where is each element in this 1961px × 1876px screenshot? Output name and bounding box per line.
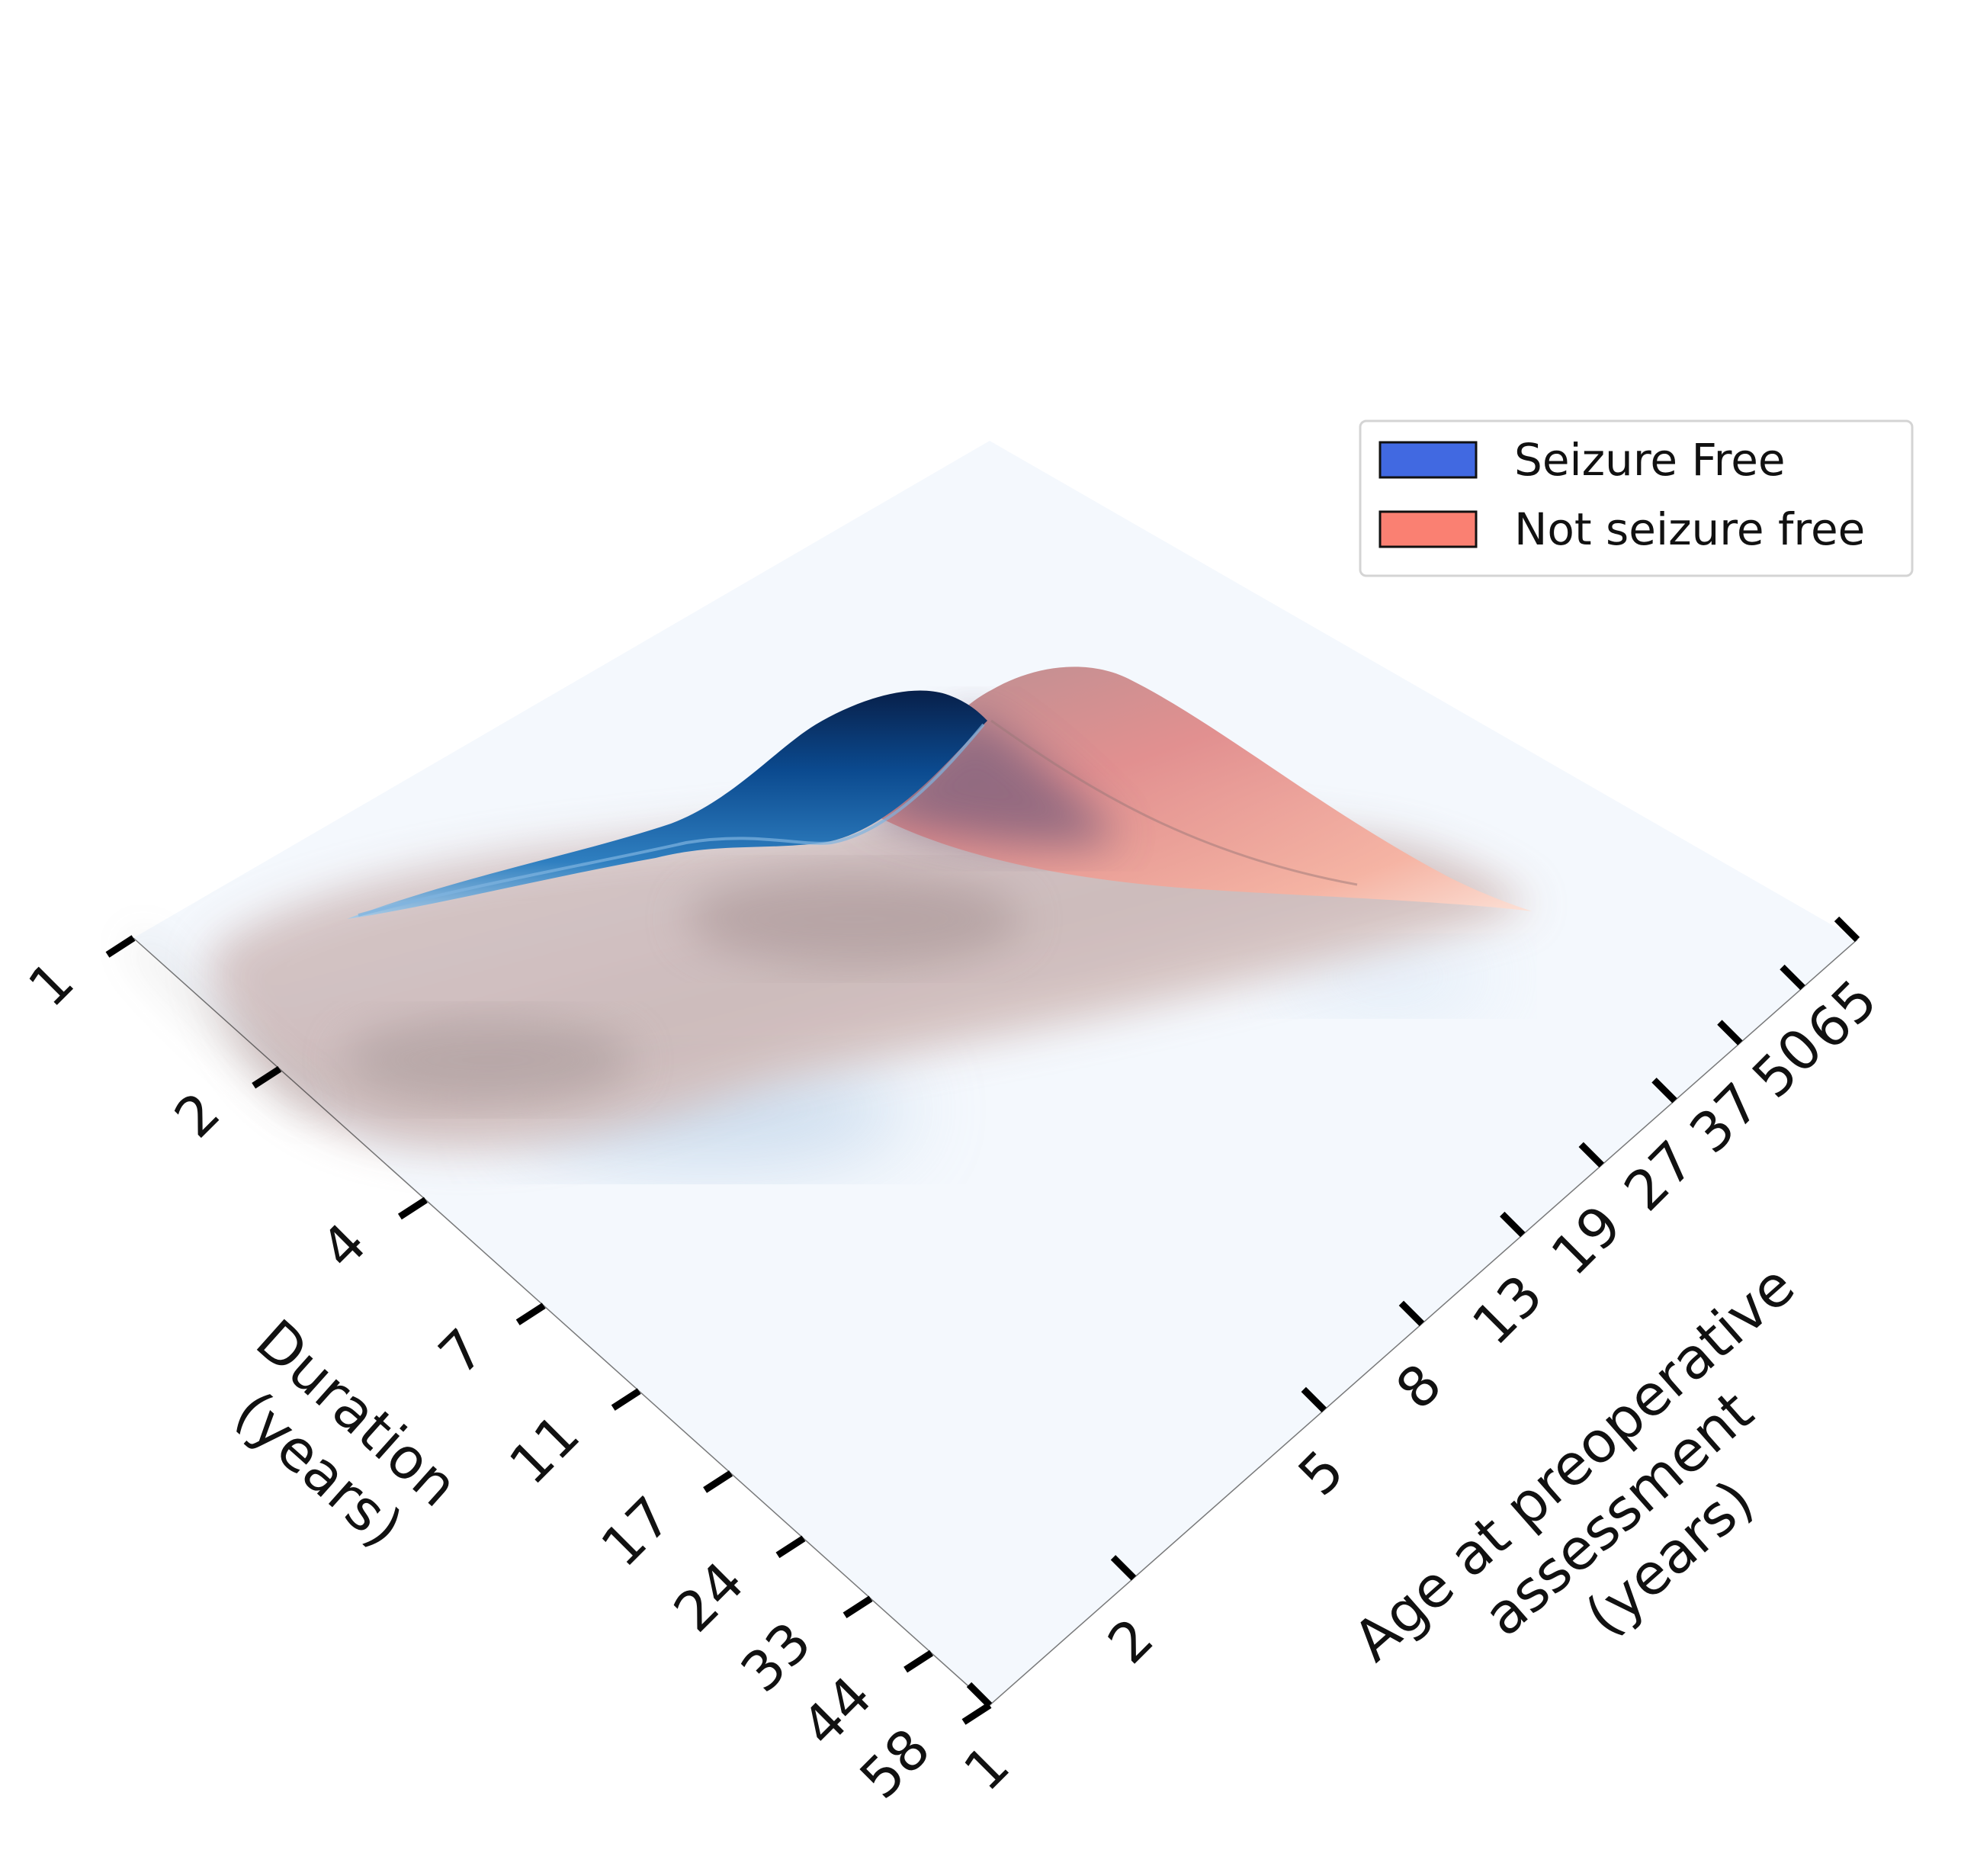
age-tick-mark bbox=[1717, 1020, 1743, 1046]
age-tick-label: 2 bbox=[1096, 1606, 1166, 1676]
duration-tick-mark bbox=[842, 1595, 873, 1619]
duration-tick-label: 7 bbox=[426, 1317, 496, 1387]
duration-tick-label: 4 bbox=[308, 1211, 378, 1281]
duration-tick-mark bbox=[961, 1702, 992, 1725]
floor-plane bbox=[133, 441, 1857, 1705]
age-axis-title: Age at preoperative assessment (years) bbox=[1341, 1241, 1909, 1775]
legend: Seizure Free Not seizure free bbox=[1359, 419, 1914, 577]
age-tick-mark bbox=[1834, 916, 1860, 943]
duration-tick-mark bbox=[105, 935, 136, 958]
legend-swatch-seizure-free bbox=[1378, 441, 1478, 479]
age-tick-mark bbox=[966, 1682, 993, 1708]
legend-label-seizure-free: Seizure Free bbox=[1514, 434, 1786, 486]
age-tick-mark bbox=[1301, 1386, 1327, 1413]
density-surface bbox=[134, 667, 1533, 1163]
age-tick-mark bbox=[1780, 964, 1805, 991]
duration-tick-label: 1 bbox=[16, 949, 86, 1019]
age-tick-mark bbox=[1651, 1078, 1677, 1103]
age-tick-mark bbox=[1110, 1555, 1137, 1581]
age-axis-line bbox=[989, 939, 1858, 1706]
legend-label-not-seizure-free: Not seizure free bbox=[1514, 503, 1865, 555]
left-edge-streak bbox=[134, 937, 323, 1113]
legend-frame bbox=[1359, 419, 1914, 577]
overlap-region bbox=[862, 713, 1121, 845]
duration-tick-label: 24 bbox=[662, 1550, 756, 1644]
duration-tick-mark bbox=[775, 1535, 806, 1559]
duration-tick-label: 11 bbox=[497, 1402, 592, 1497]
age-tick-mark bbox=[1578, 1142, 1604, 1168]
body-shade-center bbox=[686, 873, 1022, 965]
duration-tick-mark bbox=[515, 1303, 546, 1325]
duration-tick-mark bbox=[397, 1197, 428, 1220]
duration-tick-mark bbox=[703, 1470, 733, 1493]
blue-ridge-highlight bbox=[358, 723, 985, 917]
duration-tick-mark bbox=[903, 1650, 934, 1673]
age-tick-mark bbox=[1398, 1300, 1425, 1327]
duration-tick-label: 2 bbox=[162, 1080, 233, 1150]
duration-tick-label: 33 bbox=[729, 1610, 823, 1704]
body-shade-left bbox=[343, 1018, 633, 1102]
duration-tick-mark bbox=[252, 1065, 282, 1089]
blue-peak bbox=[347, 690, 987, 919]
legend-swatch-not-seizure-free bbox=[1378, 510, 1478, 548]
duration-tick-mark bbox=[611, 1388, 641, 1411]
red-ridge-line bbox=[990, 719, 1358, 886]
duration-tick-label: 17 bbox=[589, 1484, 683, 1579]
age-tick-label: 1 bbox=[952, 1733, 1022, 1803]
duration-axis-line bbox=[133, 937, 990, 1706]
age-tick-label: 5 bbox=[1286, 1438, 1356, 1508]
age-tick-mark bbox=[1500, 1211, 1526, 1238]
age-tick-label: 8 bbox=[1384, 1351, 1454, 1421]
red-peak bbox=[839, 667, 1533, 911]
